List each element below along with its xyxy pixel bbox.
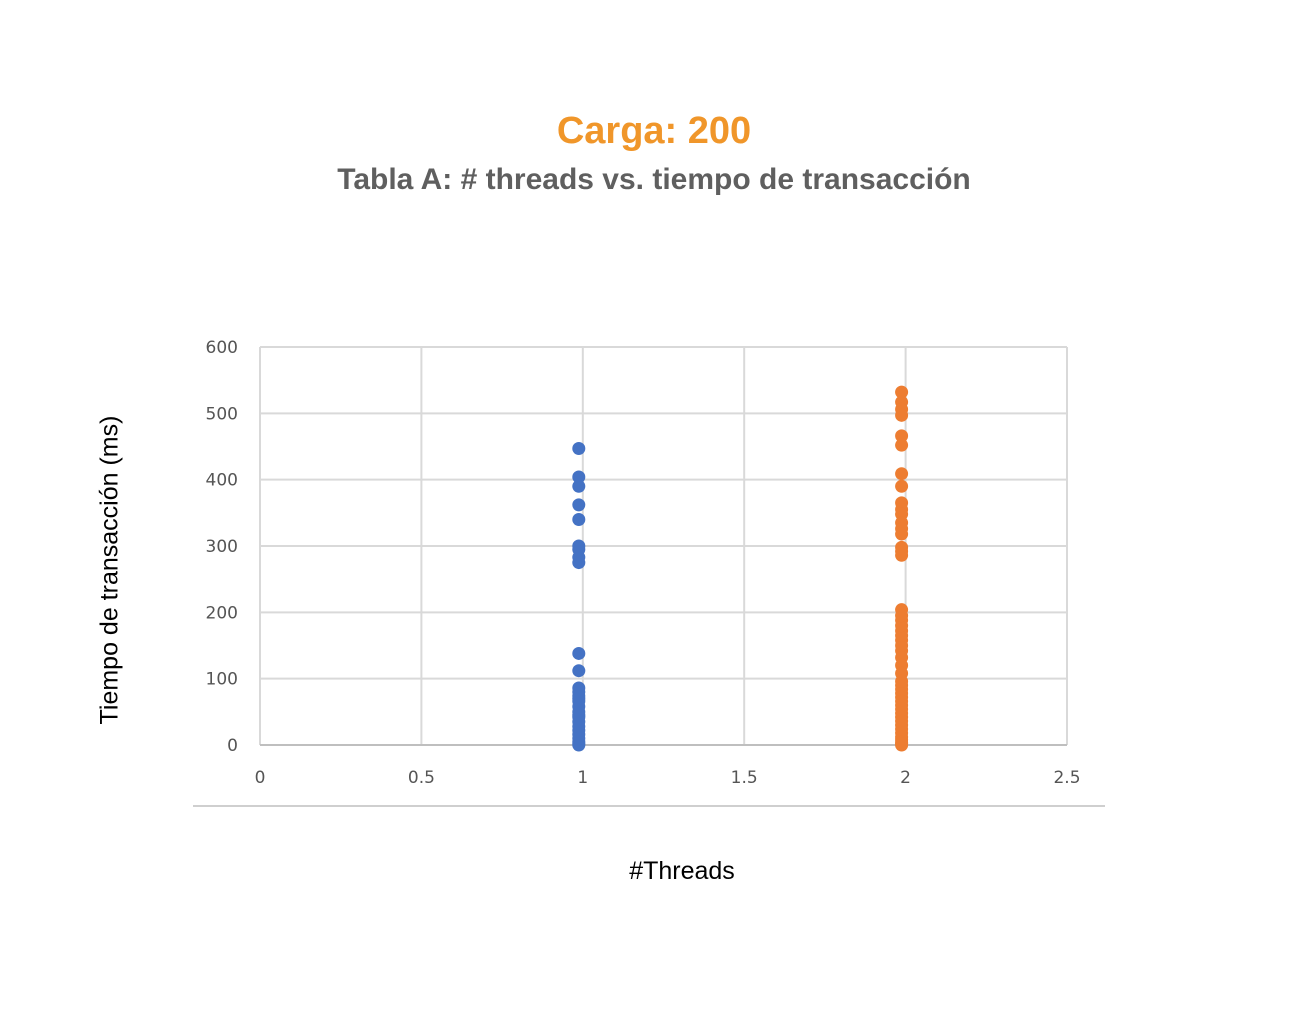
data-point — [895, 639, 909, 652]
y-tick-label: 300 — [206, 537, 238, 557]
data-point — [895, 429, 909, 443]
series-1 — [572, 441, 586, 752]
tick-labels: 0 100 200 300 400 500 600 0 0.5 1 1.5 2 2.5 — [206, 338, 1081, 788]
data-point — [572, 664, 586, 678]
data-point — [572, 738, 586, 752]
data-point — [895, 467, 909, 481]
data-point — [572, 692, 586, 706]
y-tick-label: 100 — [206, 670, 238, 690]
data-point — [572, 470, 586, 484]
y-tick-label: 400 — [206, 471, 238, 491]
x-tick-label: 2.5 — [1053, 768, 1080, 788]
data-point — [895, 619, 909, 633]
chart-title: Carga: 200 — [556, 110, 752, 152]
chart-subtitle: Tabla A: # threads vs. tiempo de transac… — [337, 163, 971, 196]
data-point — [572, 441, 586, 455]
x-tick-label: 0 — [255, 768, 266, 788]
data-point — [572, 646, 586, 660]
y-tick-label: 500 — [206, 404, 238, 424]
data-point — [895, 479, 909, 493]
data-point — [572, 708, 586, 722]
x-tick-label: 1 — [577, 768, 588, 788]
y-tick-label: 600 — [206, 338, 238, 358]
gridlines — [259, 346, 1068, 746]
x-tick-label: 2 — [900, 768, 911, 788]
data-point — [895, 737, 909, 751]
data-points — [572, 385, 909, 752]
x-tick-label: 0.5 — [408, 768, 435, 788]
data-point — [895, 548, 909, 562]
data-point — [572, 498, 586, 512]
data-point — [895, 609, 909, 623]
data-point — [895, 527, 909, 541]
data-point — [895, 438, 909, 452]
data-point — [572, 556, 586, 570]
x-axis-label: #Threads — [629, 857, 735, 885]
data-point — [895, 408, 909, 422]
x-tick-label: 1.5 — [731, 768, 758, 788]
data-point — [572, 512, 586, 526]
data-point — [895, 385, 909, 399]
y-tick-label: 0 — [227, 736, 238, 756]
y-tick-label: 200 — [206, 603, 238, 623]
y-axis-label: Tiempo de transacción (ms) — [95, 415, 124, 725]
data-point — [572, 479, 586, 493]
data-point — [895, 629, 909, 643]
series-2 — [895, 385, 909, 752]
data-point — [895, 674, 909, 688]
